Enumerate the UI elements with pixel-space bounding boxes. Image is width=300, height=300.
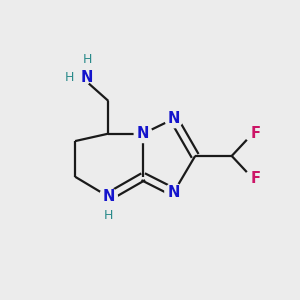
Circle shape bbox=[134, 125, 152, 142]
Circle shape bbox=[245, 170, 260, 186]
Text: H: H bbox=[104, 208, 113, 222]
Text: N: N bbox=[102, 189, 115, 204]
Text: N: N bbox=[81, 70, 93, 85]
Circle shape bbox=[100, 188, 117, 206]
Text: H: H bbox=[82, 53, 92, 66]
Text: F: F bbox=[250, 126, 260, 141]
Text: N: N bbox=[168, 111, 180, 126]
Text: F: F bbox=[250, 171, 260, 186]
Text: N: N bbox=[137, 126, 149, 141]
Circle shape bbox=[165, 183, 183, 201]
Circle shape bbox=[245, 126, 260, 141]
Circle shape bbox=[73, 68, 91, 86]
Text: N: N bbox=[168, 185, 180, 200]
Circle shape bbox=[165, 110, 183, 128]
Text: H: H bbox=[64, 71, 74, 84]
